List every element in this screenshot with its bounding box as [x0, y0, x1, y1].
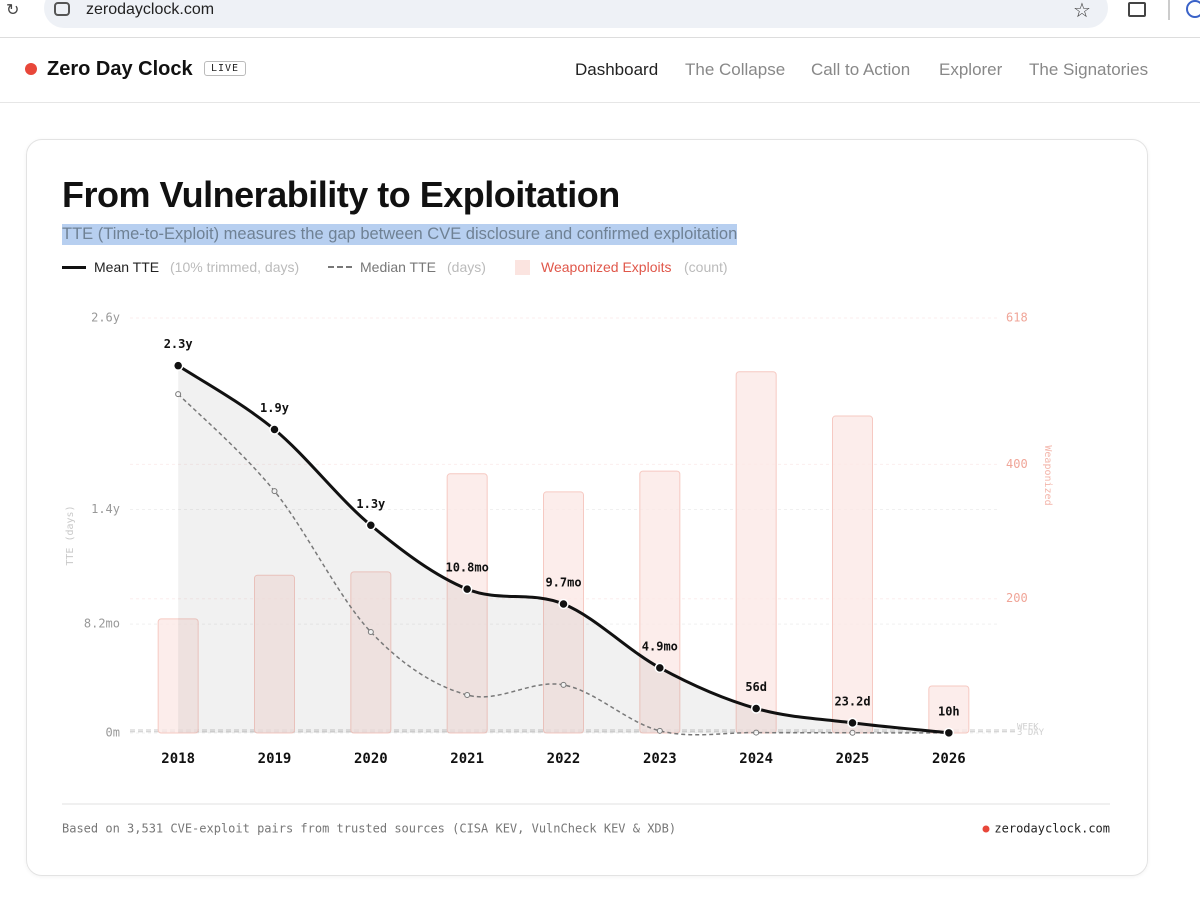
source-dot: [982, 825, 990, 833]
legend-label[interactable]: Weaponized Exploits: [541, 259, 672, 275]
y2-tick-label: 618: [1006, 311, 1028, 325]
bar: [543, 491, 584, 734]
bar: [254, 574, 295, 734]
chart-card: [26, 139, 1148, 876]
x-tick-label: 2023: [643, 751, 677, 767]
data-label: 9.7mo: [545, 575, 581, 589]
bar: [157, 618, 199, 734]
y-axis-label: TTE (days): [65, 505, 76, 565]
legend-note: (10% trimmed, days): [170, 259, 300, 275]
data-label: 10.8mo: [445, 561, 488, 575]
data-label: 23.2d: [834, 694, 870, 708]
site-info-icon[interactable]: [54, 2, 70, 16]
point: [560, 681, 567, 688]
bookmark-icon[interactable]: ☆: [1073, 0, 1091, 22]
data-label: 1.3y: [356, 497, 385, 511]
legend-label[interactable]: Median TTE: [360, 259, 436, 275]
lens-icon[interactable]: [1128, 2, 1146, 17]
y2-tick-label: 200: [1006, 591, 1028, 605]
x-tick-label: 2019: [258, 751, 292, 767]
legend-swatch: [515, 260, 530, 275]
x-tick-label: 2022: [547, 751, 581, 767]
point: [558, 598, 569, 610]
point: [172, 360, 184, 371]
point: [656, 727, 663, 734]
x-tick-label: 2018: [161, 751, 195, 767]
data-label: 4.9mo: [642, 639, 678, 653]
x-tick-label: 2020: [354, 751, 388, 767]
point: [847, 717, 858, 729]
point: [269, 424, 280, 435]
legend-note: (count): [684, 259, 728, 275]
legend-swatch: [62, 266, 86, 269]
line: [177, 393, 949, 736]
live-dot: [25, 63, 37, 75]
legend-note: (days): [447, 259, 486, 275]
point: [753, 729, 760, 736]
nav-link[interactable]: Call to Action: [811, 60, 911, 79]
source-label: zerodayclock.com: [994, 822, 1110, 836]
reference-label: WEEK: [1017, 722, 1039, 732]
point: [849, 729, 856, 736]
point: [943, 727, 955, 739]
bar: [350, 571, 392, 734]
point: [461, 583, 473, 595]
point: [365, 520, 377, 531]
point: [367, 628, 374, 635]
x-tick-label: 2024: [739, 751, 773, 767]
divider: [1168, 0, 1170, 20]
data-label: 2.3y: [164, 337, 193, 351]
legend-label[interactable]: Mean TTE: [94, 259, 160, 275]
y2-tick-label: 400: [1006, 457, 1028, 471]
y-tick-label: 1.4y: [91, 502, 120, 516]
area: [178, 365, 949, 733]
data-label: 56d: [745, 680, 767, 694]
address-bar[interactable]: [44, 0, 1108, 28]
point: [750, 703, 762, 714]
reference-label: 3 DAY: [1017, 728, 1045, 738]
chart-subtitle: TTE (Time-to-Exploit) measures the gap b…: [62, 224, 738, 245]
nav-link[interactable]: The Collapse: [685, 60, 786, 79]
url-text[interactable]: zerodayclock.com: [86, 1, 215, 18]
bar: [446, 473, 488, 734]
y-tick-label: 0m: [106, 726, 120, 740]
y-tick-label: 8.2mo: [84, 617, 120, 631]
brand[interactable]: Zero Day Clock: [47, 58, 193, 80]
point: [175, 391, 182, 398]
y2-axis-label: Weaponized: [1042, 445, 1053, 505]
legend-swatch: [328, 266, 352, 268]
point: [654, 662, 666, 674]
live-badge: LIVE: [204, 61, 247, 76]
y-tick-label: 2.6y: [91, 311, 120, 325]
point: [464, 691, 471, 698]
footer-note: Based on 3,531 CVE-exploit pairs from tr…: [62, 822, 676, 836]
bar: [735, 371, 777, 734]
nav-link[interactable]: The Signatories: [1029, 60, 1149, 79]
nav-link[interactable]: Dashboard: [575, 60, 659, 79]
profile-icon[interactable]: [1186, 0, 1200, 18]
bar: [832, 415, 873, 734]
reload-icon[interactable]: ↻: [6, 2, 20, 19]
x-tick-label: 2025: [836, 751, 870, 767]
site-header: [0, 37, 1200, 103]
nav-link[interactable]: Explorer: [939, 60, 1003, 79]
point: [271, 488, 278, 495]
x-tick-label: 2021: [450, 751, 484, 767]
data-label: 1.9y: [260, 401, 289, 415]
x-tick-label: 2026: [932, 751, 966, 767]
chart-title: From Vulnerability to Exploitation: [62, 174, 620, 215]
data-label: 10h: [938, 704, 960, 718]
